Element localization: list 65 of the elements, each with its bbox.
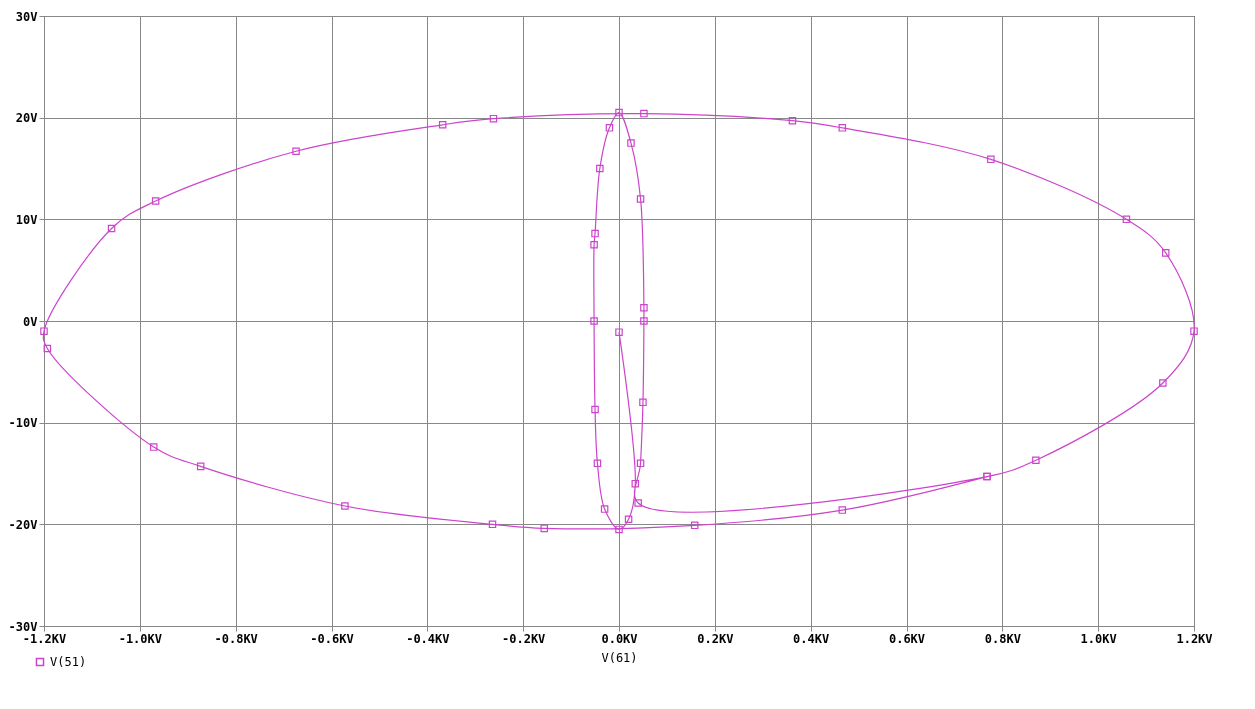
point <box>292 147 300 155</box>
point <box>488 520 497 529</box>
point <box>596 164 604 173</box>
point <box>605 124 614 132</box>
point <box>615 108 623 117</box>
x-tick-label: -0.8KV <box>214 631 258 646</box>
point <box>151 197 160 205</box>
point <box>149 443 158 451</box>
y-tick-label: 20V <box>15 111 38 126</box>
point <box>624 515 633 524</box>
x-tick-label: 0.8KV <box>984 631 1021 646</box>
point <box>987 155 995 164</box>
point <box>593 459 602 468</box>
point <box>788 116 797 125</box>
point <box>196 462 205 471</box>
point <box>640 304 648 312</box>
point <box>438 121 447 129</box>
point <box>640 317 648 325</box>
point <box>591 229 599 238</box>
x-axis-title: V(61) <box>601 650 638 665</box>
point <box>838 506 847 514</box>
point <box>631 479 640 488</box>
point <box>590 240 598 249</box>
point <box>1190 327 1198 335</box>
y-tick-label: -30V <box>8 619 38 634</box>
point <box>341 502 349 510</box>
y-tick-label: 10V <box>15 212 38 227</box>
y-tick-label: 30V <box>15 9 38 24</box>
x-tick-label: -0.2KV <box>501 631 546 646</box>
x-tick-label: 1.0KV <box>1080 631 1117 646</box>
point <box>540 524 549 533</box>
point <box>639 398 647 407</box>
x-tick-label: 0.4KV <box>793 631 830 646</box>
point <box>1161 249 1170 257</box>
x-tick-label: -1.0KV <box>118 631 163 646</box>
point <box>600 505 609 513</box>
point <box>615 525 623 534</box>
x-tick-label: -1.2KV <box>22 631 67 646</box>
x-tick-label: -0.6KV <box>310 631 354 646</box>
point <box>615 328 623 336</box>
x-tick-label: 0.2KV <box>697 631 734 646</box>
point <box>40 327 48 335</box>
point <box>107 224 116 233</box>
point <box>634 499 642 507</box>
point <box>636 195 645 203</box>
legend-label: V(51) <box>50 655 87 669</box>
point <box>838 124 847 132</box>
x-tick-label: 0.6KV <box>888 631 926 646</box>
x-tick-label: -0.4KV <box>406 631 450 646</box>
point <box>590 317 598 325</box>
point <box>636 459 645 468</box>
y-tick-label: -10V <box>8 416 38 431</box>
point <box>690 521 699 530</box>
x-tick-label: 1.2KV <box>1176 631 1213 646</box>
point <box>1159 379 1167 387</box>
y-tick-label: 0V <box>23 314 38 329</box>
point <box>1032 456 1040 465</box>
x-tick-label: 0.0KV <box>601 631 638 646</box>
point <box>591 405 599 414</box>
point <box>43 344 52 353</box>
point <box>1122 215 1131 224</box>
point <box>640 109 648 118</box>
point <box>489 114 498 123</box>
y-tick-label: -20V <box>8 517 38 532</box>
point <box>627 139 635 147</box>
